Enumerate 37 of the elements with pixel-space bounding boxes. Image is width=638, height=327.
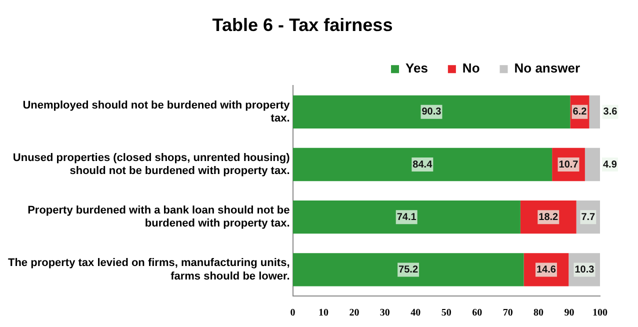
data-label: 14.6 bbox=[536, 264, 556, 276]
legend-label: No bbox=[462, 60, 480, 76]
y-tick-label: Unemployed should not be burdened with property tax. bbox=[22, 99, 291, 125]
x-tick-label: 70 bbox=[502, 308, 513, 319]
x-tick-label: 20 bbox=[349, 308, 360, 319]
bar bbox=[292, 253, 524, 286]
y-tick-label: The property tax levied on firms, manufacturing units, farms should be lower. bbox=[8, 257, 290, 282]
x-tick-label: 0 bbox=[290, 308, 296, 319]
legend-label: Yes bbox=[406, 60, 428, 76]
x-tick-label: 60 bbox=[472, 308, 482, 319]
y-tick-label: Property burdened with a bank loan should not be burdened with property tax. bbox=[28, 204, 290, 230]
bar bbox=[589, 95, 600, 128]
legend-label: No answer bbox=[514, 60, 580, 76]
data-label: 6.2 bbox=[572, 106, 588, 118]
x-tick-label: 50 bbox=[441, 308, 452, 319]
x-tick-label: 80 bbox=[534, 308, 544, 319]
x-tick-label: 90 bbox=[564, 308, 574, 319]
data-label: 10.7 bbox=[558, 159, 579, 170]
data-label: 74.1 bbox=[396, 212, 417, 223]
x-tick-label: 100 bbox=[592, 308, 608, 319]
x-tick-label: 40 bbox=[410, 308, 421, 319]
data-label: 75.2 bbox=[398, 264, 418, 276]
chart-title: Table 6 - Tax fairness bbox=[212, 14, 393, 35]
bar bbox=[292, 95, 570, 128]
x-tick-label: 30 bbox=[380, 308, 390, 319]
data-label: 18.2 bbox=[538, 212, 559, 223]
x-tick-label: 10 bbox=[318, 308, 328, 319]
bar bbox=[584, 148, 600, 182]
y-tick-label: Unused properties (closed shops, unrented housing) should not be burdened with property tax. bbox=[12, 152, 290, 178]
data-label: 84.4 bbox=[412, 159, 433, 170]
data-label: 3.6 bbox=[603, 106, 618, 118]
data-label: 4.9 bbox=[603, 159, 618, 170]
bar bbox=[292, 200, 520, 234]
data-label: 7.7 bbox=[581, 212, 596, 223]
data-label: 90.3 bbox=[422, 106, 442, 118]
bar bbox=[292, 148, 552, 182]
data-label: 10.3 bbox=[574, 264, 595, 276]
